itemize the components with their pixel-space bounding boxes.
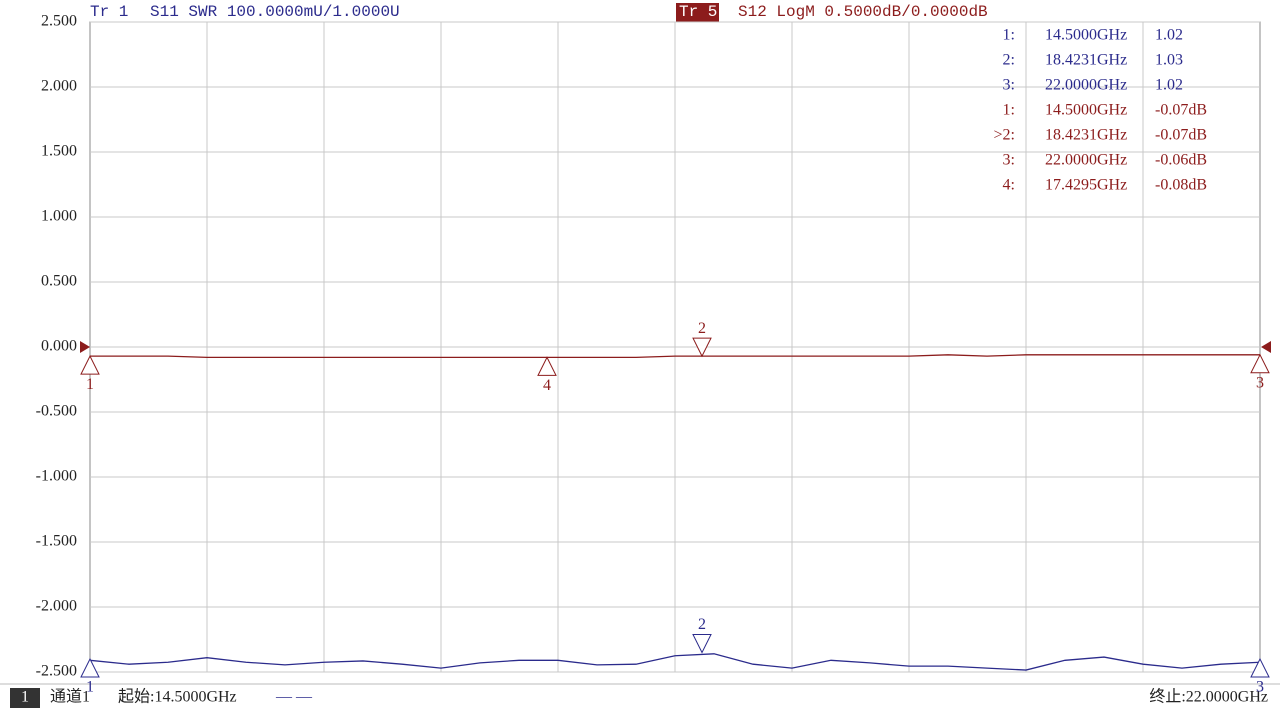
marker xyxy=(80,354,100,375)
y-tick-label: 2.000 xyxy=(41,78,77,95)
marker-label: 3 xyxy=(1256,679,1264,696)
y-tick-label: -1.000 xyxy=(36,468,77,485)
marker-row-label: 1: xyxy=(1003,102,1015,119)
trace-info: S11 SWR 100.0000mU/1.0000U xyxy=(150,3,400,21)
marker-label: 2 xyxy=(698,616,706,633)
marker-row-label: 1: xyxy=(1003,27,1015,44)
marker-value: 1.02 xyxy=(1155,77,1183,94)
y-tick-label: -0.500 xyxy=(36,403,77,420)
y-tick-label: 0.500 xyxy=(41,273,77,290)
marker-row-label: 4: xyxy=(1003,177,1015,194)
reference-arrow xyxy=(1261,341,1271,353)
marker xyxy=(692,337,712,358)
marker-value: -0.06dB xyxy=(1155,152,1207,169)
trace xyxy=(90,354,1260,359)
channel-name: 通道1 xyxy=(50,688,90,706)
marker-row-label: 2: xyxy=(1003,52,1015,69)
marker-frequency: 18.4231GHz xyxy=(1045,127,1127,144)
trace xyxy=(89,653,1261,671)
marker xyxy=(1250,657,1270,678)
sweep-mode: — — xyxy=(275,689,313,706)
marker xyxy=(537,356,557,376)
y-tick-label: -2.500 xyxy=(36,663,77,680)
start-frequency: 起始:14.5000GHz xyxy=(118,688,237,706)
marker-row-label: 3: xyxy=(1003,77,1015,94)
trace-label: Tr 5 xyxy=(679,3,717,21)
y-tick-label: 0.000 xyxy=(41,338,77,355)
marker-frequency: 17.4295GHz xyxy=(1045,177,1127,194)
y-tick-label: 2.500 xyxy=(41,13,77,30)
active-trace-box xyxy=(676,3,719,22)
marker-row-label: 3: xyxy=(1003,152,1015,169)
y-tick-label: -1.500 xyxy=(36,533,77,550)
marker-value: 1.03 xyxy=(1155,52,1183,69)
stop-frequency: 终止:22.0000GHz xyxy=(1149,688,1268,706)
marker-frequency: 18.4231GHz xyxy=(1045,52,1127,69)
marker xyxy=(80,657,100,678)
marker-value: -0.07dB xyxy=(1155,127,1207,144)
marker-label: 2 xyxy=(698,320,706,337)
y-tick-label: 1.500 xyxy=(41,143,77,160)
reference-arrow xyxy=(80,341,90,353)
marker-value: -0.07dB xyxy=(1155,102,1207,119)
marker-frequency: 14.5000GHz xyxy=(1045,102,1127,119)
marker-label: 1 xyxy=(86,376,94,393)
marker-frequency: 22.0000GHz xyxy=(1045,152,1127,169)
channel-box xyxy=(10,688,40,708)
marker xyxy=(692,634,712,654)
marker-value: 1.02 xyxy=(1155,27,1183,44)
channel-index: 1 xyxy=(21,689,29,706)
y-tick-label: -2.000 xyxy=(36,598,77,615)
marker-frequency: 22.0000GHz xyxy=(1045,77,1127,94)
marker-label: 4 xyxy=(543,377,551,394)
y-tick-label: 1.000 xyxy=(41,208,77,225)
marker-label: 1 xyxy=(86,679,94,696)
marker-label: 3 xyxy=(1256,374,1264,391)
marker-value: -0.08dB xyxy=(1155,177,1207,194)
trace-label: Tr 1 xyxy=(90,3,128,21)
trace-info: S12 LogM 0.5000dB/0.0000dB xyxy=(738,3,988,21)
marker xyxy=(1250,353,1270,374)
marker-frequency: 14.5000GHz xyxy=(1045,27,1127,44)
marker-row-label: >2: xyxy=(994,127,1015,144)
